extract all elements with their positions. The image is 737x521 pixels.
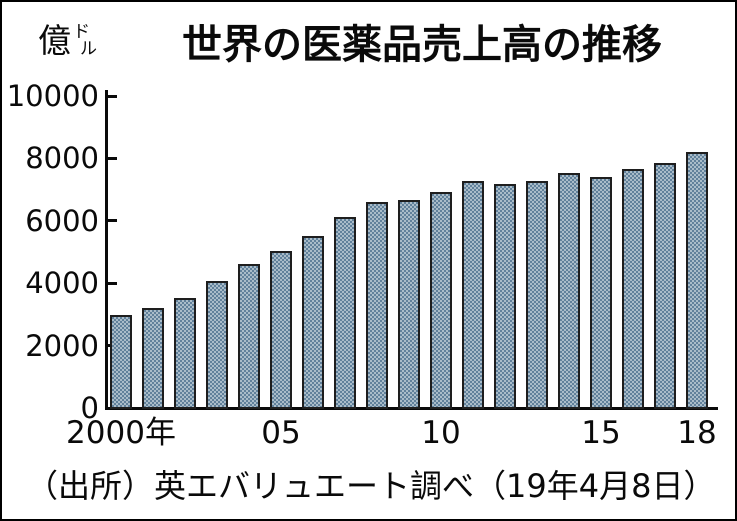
bar-2006 [302, 236, 324, 409]
x-tick-label-2005: 05 [261, 415, 301, 451]
source-note: （出所）英エバリュエート調べ（19年4月8日） [26, 467, 716, 505]
bar-2002 [174, 298, 196, 409]
bar-2010 [430, 192, 452, 409]
x-tick-label-2010: 10 [421, 415, 461, 451]
bar-2017 [654, 163, 676, 409]
unit-oku-text: 億 [38, 21, 71, 60]
x-tick-label-2015: 15 [581, 415, 621, 451]
y-tick-mark [108, 156, 117, 160]
y-tick-label: 8000 [25, 141, 99, 176]
y-axis-unit-label: 億 ド ル [38, 22, 97, 60]
unit-doru-char-1: ド [73, 22, 90, 42]
y-axis-line [105, 90, 108, 410]
chart-title: 世界の医薬品売上高の推移 [182, 22, 662, 68]
bar-2008 [366, 202, 388, 409]
y-tick-label: 6000 [25, 203, 99, 238]
bar-2018 [686, 152, 708, 409]
y-tick-label: 4000 [25, 266, 99, 301]
y-tick-label: 2000 [25, 328, 99, 363]
bar-2003 [206, 281, 228, 409]
bar-2011 [462, 181, 484, 409]
y-tick-mark [108, 219, 117, 223]
bar-2012 [494, 184, 516, 409]
bar-2000 [110, 315, 132, 409]
bar-2013 [526, 181, 548, 409]
bar-2009 [398, 200, 420, 409]
y-tick-label: 10000 [6, 79, 99, 113]
y-tick-mark [108, 94, 117, 98]
unit-doru-text: ド ル [73, 24, 97, 58]
x-tick-label-2000: 2000年 [66, 415, 176, 451]
bar-2014 [558, 173, 580, 409]
bar-2005 [270, 251, 292, 409]
y-tick-mark [108, 281, 117, 285]
bar-2016 [622, 169, 644, 409]
y-tick-label: 0 [80, 391, 99, 425]
bar-2001 [142, 308, 164, 409]
bar-2015 [590, 177, 612, 409]
bar-2007 [334, 217, 356, 409]
x-tick-label-2018: 18 [677, 415, 717, 451]
bar-2004 [238, 264, 260, 409]
unit-doru-char-2: ル [80, 39, 97, 59]
